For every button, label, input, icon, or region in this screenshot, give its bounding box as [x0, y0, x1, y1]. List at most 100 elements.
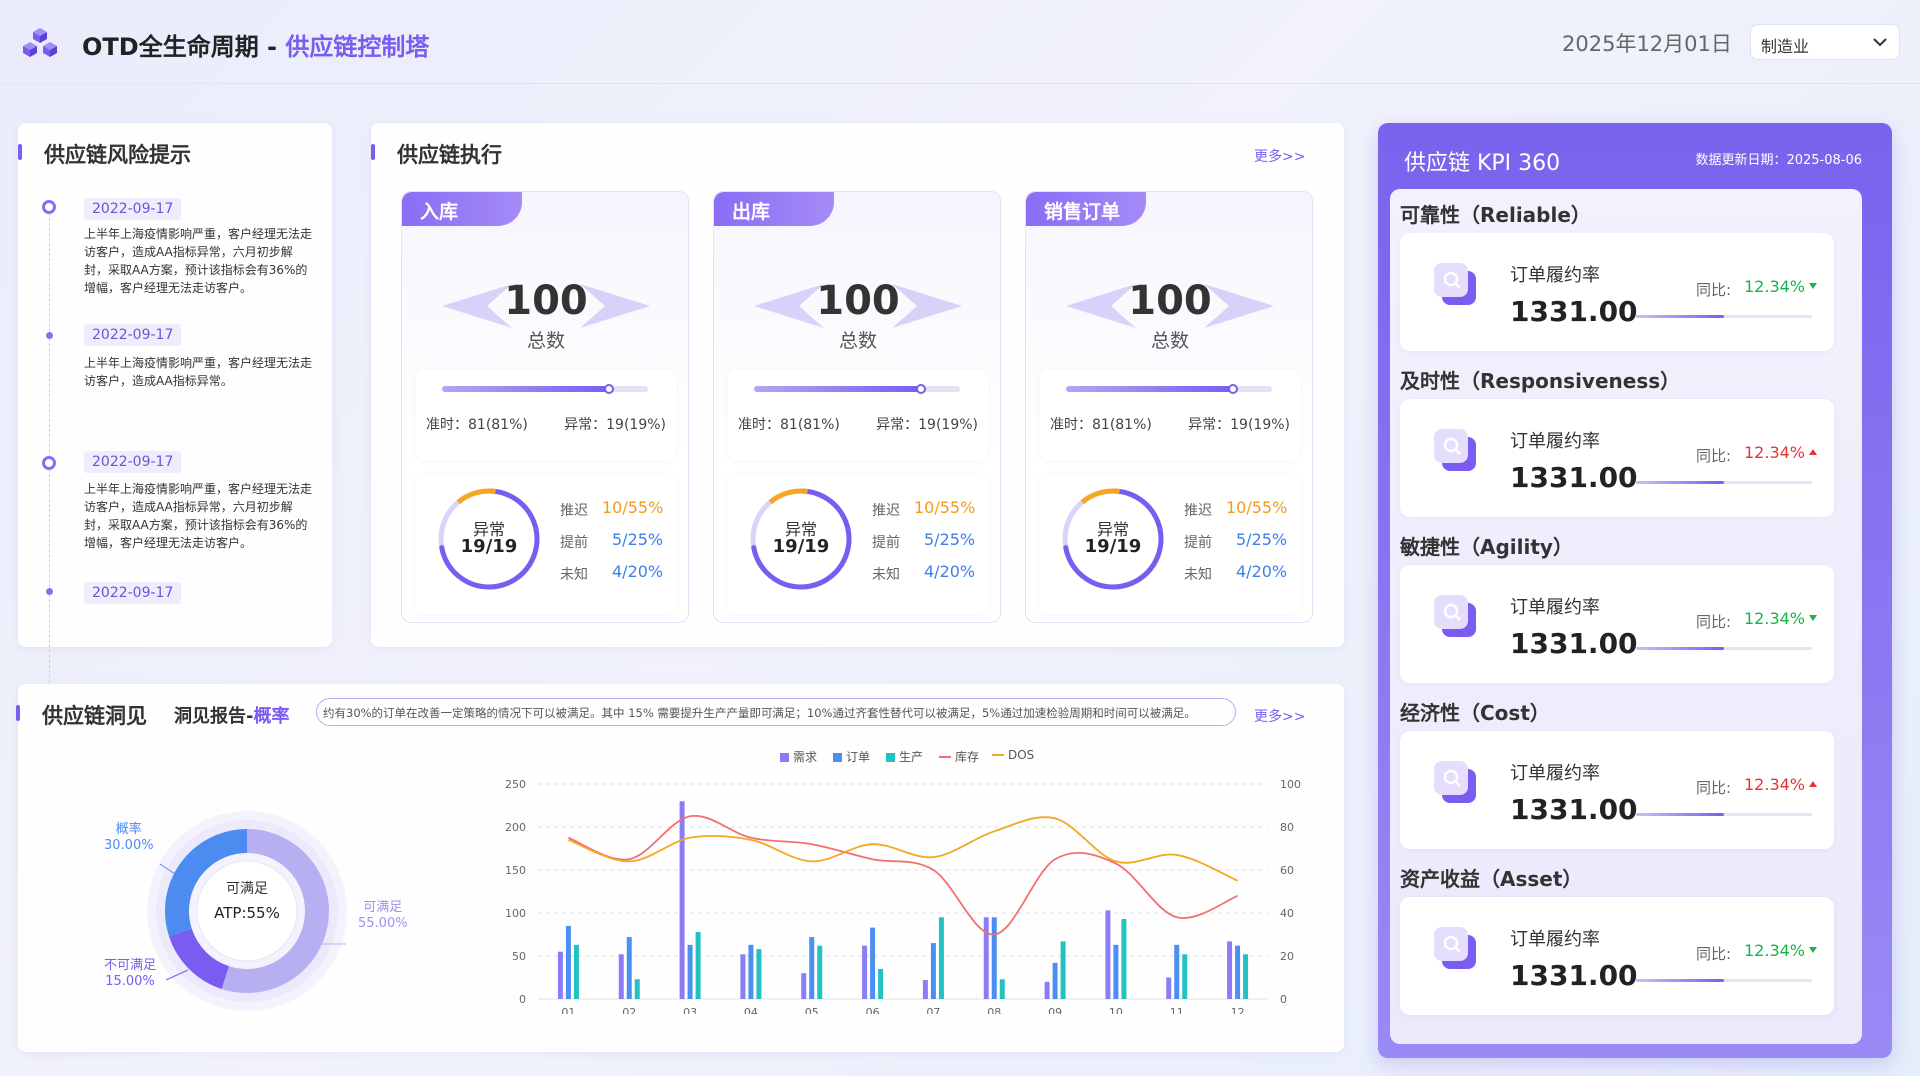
- kpi-progress-fill: [1636, 647, 1724, 650]
- kpi-card[interactable]: 订单履约率 1331.00 同比: 12.34%: [1400, 565, 1834, 683]
- bar-需求[interactable]: [862, 945, 868, 999]
- exec-card-outbound[interactable]: 出库 100 总数 准时：81(81%) 异常：19(19%) 异常 19/19…: [713, 191, 1001, 623]
- ontime-progress: [754, 384, 960, 394]
- execution-title: 供应链执行: [371, 139, 502, 169]
- bar-订单[interactable]: [1052, 962, 1058, 999]
- bar-订单[interactable]: [870, 927, 876, 999]
- y-right-tick-label: 80: [1280, 821, 1294, 834]
- bar-订单[interactable]: [1235, 945, 1241, 999]
- document-search-icon: [1434, 927, 1476, 969]
- current-date: 2025年12月01日: [1562, 32, 1732, 56]
- insight-more-link[interactable]: 更多>>: [1254, 709, 1306, 725]
- early-value: 5/25%: [612, 530, 664, 549]
- bar-生产[interactable]: [938, 917, 944, 999]
- timeline-dot: [46, 332, 53, 339]
- legend-inventory[interactable]: 库存: [939, 748, 979, 765]
- x-tick-label: 02: [622, 1006, 636, 1014]
- kpi-yoy-label: 同比:: [1696, 779, 1732, 797]
- abnormal-donut: [1062, 488, 1164, 590]
- bar-生产[interactable]: [878, 968, 884, 999]
- bar-需求[interactable]: [1105, 910, 1111, 999]
- bar-订单[interactable]: [748, 944, 754, 999]
- bar-订单[interactable]: [1174, 944, 1180, 999]
- bar-需求[interactable]: [983, 917, 989, 999]
- abnormal-donut: [438, 488, 540, 590]
- timeline-line: [49, 203, 50, 743]
- exec-card-sales-order[interactable]: 销售订单 100 总数 准时：81(81%) 异常：19(19%) 异常 19/…: [1025, 191, 1313, 623]
- line-库存[interactable]: [568, 814, 1238, 936]
- kpi-title: 供应链 KPI 360: [1404, 151, 1561, 176]
- atp-slices: [165, 829, 329, 993]
- kpi-section-title: 可靠性（Reliable）: [1400, 203, 1591, 227]
- early-value: 5/25%: [924, 530, 976, 549]
- bar-生产[interactable]: [634, 979, 640, 999]
- bar-需求[interactable]: [618, 954, 624, 999]
- bar-需求[interactable]: [1166, 977, 1172, 1000]
- bar-订单[interactable]: [1113, 944, 1119, 999]
- y-left-tick-label: 50: [512, 950, 526, 963]
- legend-text: 订单: [846, 750, 871, 764]
- abnormal-text: 异常：19(19%): [564, 417, 666, 433]
- kpi-value: 1331.00: [1510, 959, 1638, 992]
- delay-label: 推迟: [872, 503, 900, 519]
- bar-需求[interactable]: [740, 954, 746, 999]
- kpi-yoy-value: 12.34%: [1744, 941, 1806, 960]
- bar-需求[interactable]: [557, 951, 563, 999]
- bar-生产[interactable]: [1243, 954, 1249, 999]
- kpi-card[interactable]: 订单履约率 1331.00 同比: 12.34%: [1400, 399, 1834, 517]
- kpi-card[interactable]: 订单履约率 1331.00 同比: 12.34%: [1400, 233, 1834, 351]
- abnormal-text: 异常：19(19%): [876, 417, 978, 433]
- top-header: OTD全生命周期 - 供应链控制塔 2025年12月01日 制造业: [0, 0, 1920, 84]
- bar-需求[interactable]: [801, 973, 807, 999]
- bar-生产[interactable]: [1060, 941, 1066, 999]
- exec-card-tag: 入库: [402, 192, 522, 226]
- bar-生产[interactable]: [1182, 954, 1188, 999]
- exec-card-inbound[interactable]: 入库 100 总数 准时：81(81%) 异常：19(19%) 异常 19/19…: [401, 191, 689, 623]
- legend-order[interactable]: 订单: [833, 748, 870, 765]
- legend-text: 需求: [793, 750, 818, 764]
- legend-production[interactable]: 生产: [886, 748, 923, 765]
- slice-label-name: 可满足: [363, 900, 403, 915]
- bar-需求[interactable]: [1044, 981, 1050, 999]
- bar-订单[interactable]: [809, 937, 815, 999]
- kpi-yoy-label: 同比:: [1696, 945, 1732, 963]
- y-left-tick-label: 100: [505, 907, 526, 920]
- kpi-value: 1331.00: [1510, 627, 1638, 660]
- x-tick-label: 05: [805, 1006, 819, 1014]
- bar-生产[interactable]: [573, 944, 579, 999]
- bar-需求[interactable]: [1227, 941, 1233, 999]
- kpi-name: 订单履约率: [1510, 431, 1600, 452]
- kpi-value: 1331.00: [1510, 461, 1638, 494]
- bar-需求[interactable]: [679, 801, 685, 999]
- bar-订单[interactable]: [930, 943, 936, 999]
- bar-订单[interactable]: [626, 937, 632, 999]
- legend-dos[interactable]: DOS: [992, 748, 1034, 762]
- unknown-label: 未知: [872, 567, 900, 583]
- line-DOS[interactable]: [568, 816, 1238, 882]
- bar-订单[interactable]: [991, 917, 997, 999]
- kpi-card[interactable]: 订单履约率 1331.00 同比: 12.34%: [1400, 731, 1834, 849]
- bar-订单[interactable]: [687, 944, 693, 999]
- trend-arrow-icon: [1809, 781, 1817, 787]
- donut-label: 异常: [784, 520, 817, 539]
- abnormal-breakdown: 异常 19/19 推迟 10/55% 提前 5/25% 未知 4/20%: [1040, 474, 1300, 614]
- bar-生产[interactable]: [756, 949, 762, 999]
- industry-select[interactable]: 制造业: [1750, 24, 1900, 60]
- bar-生产[interactable]: [1121, 919, 1127, 999]
- legend-swatch: [992, 754, 1004, 756]
- x-tick-label: 08: [987, 1006, 1001, 1014]
- bar-需求[interactable]: [922, 980, 928, 999]
- bar-订单[interactable]: [565, 925, 571, 999]
- kpi-yoy-label: 同比:: [1696, 613, 1732, 631]
- bar-生产[interactable]: [695, 931, 701, 999]
- atp-slice-0[interactable]: [165, 829, 329, 993]
- report-highlight: 概率: [253, 706, 290, 727]
- y-right-tick-label: 60: [1280, 864, 1294, 877]
- early-value: 5/25%: [1236, 530, 1288, 549]
- wing-left-icon: [1066, 284, 1136, 328]
- bar-生产[interactable]: [817, 945, 823, 999]
- execution-more-link[interactable]: 更多>>: [1254, 149, 1306, 165]
- legend-demand[interactable]: 需求: [780, 748, 817, 765]
- kpi-card[interactable]: 订单履约率 1331.00 同比: 12.34%: [1400, 897, 1834, 1015]
- bar-生产[interactable]: [999, 979, 1005, 999]
